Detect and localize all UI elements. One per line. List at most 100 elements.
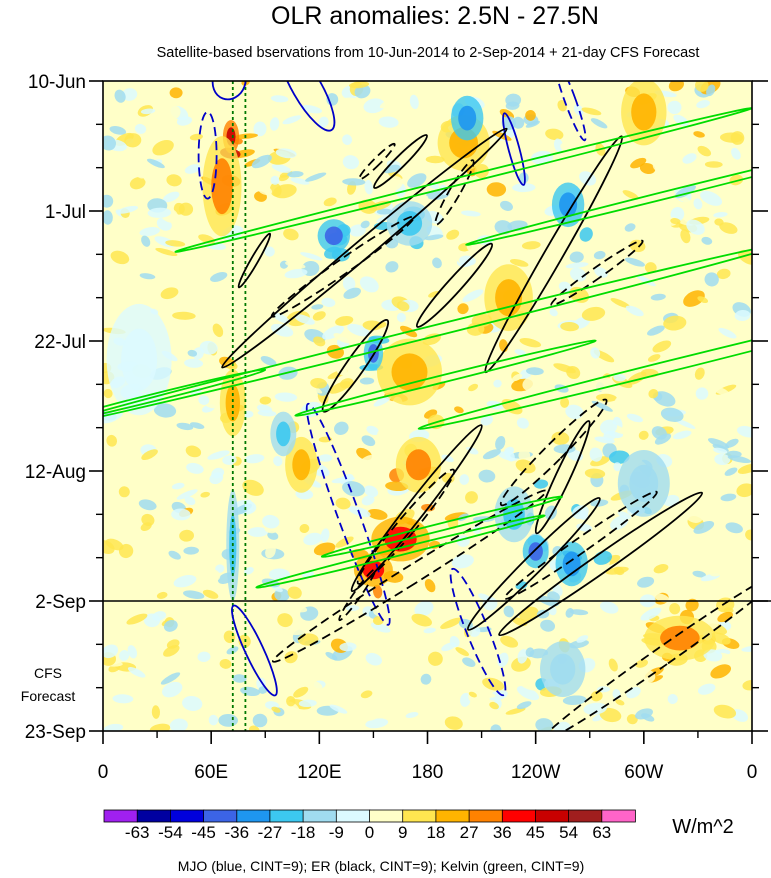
anomaly-cell — [211, 467, 225, 479]
anomaly-cell — [271, 163, 291, 173]
colorbar-swatch — [402, 809, 437, 823]
anomaly-cell — [117, 205, 139, 214]
anomaly-cell — [652, 340, 672, 353]
anomaly-cell — [522, 375, 543, 392]
anomaly-cell — [725, 438, 739, 448]
anomaly-cell — [274, 588, 290, 602]
anomaly-cell — [565, 404, 584, 420]
anomaly-cell — [639, 162, 656, 175]
anomaly-cell — [138, 499, 157, 511]
anomaly-cell — [247, 603, 269, 610]
anomaly-cell — [572, 505, 589, 520]
anomaly-cell — [521, 241, 541, 250]
colorbar: -63 -54 -45 -36 -27 -18 -9 0 9 18 27 36 45 54 63 — [103, 809, 636, 842]
anomaly-cell — [257, 425, 266, 434]
anomaly-cell — [707, 294, 722, 303]
anomaly-cell — [503, 605, 515, 618]
anomaly-cell — [186, 462, 204, 474]
anomaly-cell — [103, 411, 123, 424]
anomaly-cell — [134, 123, 147, 134]
anomaly-cell — [553, 363, 576, 374]
anomaly-cell — [600, 419, 618, 435]
anomaly-cell — [488, 653, 497, 661]
anomaly-cell — [710, 632, 731, 645]
x-tick-label: 0 — [747, 762, 758, 783]
anomaly-cell — [370, 622, 391, 633]
anomaly-cell — [500, 635, 519, 648]
anomaly-cell — [720, 493, 737, 502]
anomaly-cell — [737, 495, 748, 506]
anomaly-cell — [253, 121, 267, 137]
anomaly-cell — [257, 404, 273, 413]
anomaly-feature-core — [405, 449, 432, 481]
anomaly-cell — [121, 221, 144, 235]
anomaly-cell — [293, 686, 309, 698]
anomaly-cell — [114, 89, 126, 103]
anomaly-cell — [660, 407, 684, 422]
colorbar-unit: W/m^2 — [672, 816, 734, 838]
anomaly-cell — [647, 325, 665, 336]
anomaly-cell — [411, 613, 432, 627]
anomaly-cell — [652, 157, 671, 173]
anomaly-cell — [171, 266, 183, 277]
anomaly-cell — [290, 719, 299, 727]
anomaly-cell — [270, 323, 294, 337]
anomaly-cell — [616, 633, 627, 643]
anomaly-cell — [727, 455, 751, 464]
anomaly-cell — [200, 491, 211, 498]
colorbar-swatch — [535, 809, 570, 823]
anomaly-cell — [630, 157, 647, 169]
anomaly-cell — [176, 489, 198, 500]
anomaly-cell — [704, 161, 723, 168]
anomaly-cell — [226, 646, 239, 655]
anomaly-cell — [701, 479, 715, 489]
anomaly-cell — [497, 652, 509, 668]
anomaly-cell — [583, 702, 607, 715]
anomaly-cell — [396, 312, 406, 323]
anomaly-cell — [736, 425, 752, 438]
anomaly-cell — [725, 522, 743, 534]
anomaly-cell — [494, 220, 513, 235]
anomaly-cell — [718, 652, 740, 662]
anomaly-cell — [423, 627, 436, 634]
anomaly-cell — [511, 373, 523, 382]
anomaly-cell — [127, 645, 138, 659]
anomaly-cell — [593, 377, 615, 392]
anomaly-cell — [366, 425, 379, 436]
anomaly-cell — [219, 658, 232, 669]
anomaly-cell — [187, 349, 198, 357]
anomaly-cell — [280, 701, 300, 718]
anomaly-cell — [675, 418, 696, 429]
y-axis: 10-Jun 1-Jul 22-Jul 12-Aug 2-Sep 23-Sep — [25, 72, 768, 743]
er-contour — [467, 497, 601, 631]
er-contour — [373, 134, 428, 189]
er-contour — [503, 490, 658, 600]
anomaly-cell — [714, 453, 731, 466]
x-tick-label: 60E — [194, 762, 228, 783]
anomaly-cell — [425, 640, 436, 652]
anomaly-cell — [166, 639, 180, 649]
anomaly-cell — [425, 155, 445, 164]
anomaly-cell — [311, 304, 324, 310]
anomaly-cell — [162, 191, 180, 203]
anomaly-cell — [308, 680, 323, 689]
anomaly-cell — [613, 373, 626, 382]
anomaly-cell — [480, 414, 493, 426]
x-tick-label: 60W — [624, 762, 663, 783]
mjo-contour — [305, 402, 391, 626]
anomaly-cell — [167, 585, 178, 598]
anomaly-cell — [432, 257, 442, 269]
anomaly-cell — [112, 694, 134, 704]
anomaly-cell — [271, 706, 281, 713]
forecast-label-line2: Forecast — [21, 688, 76, 704]
anomaly-cell — [738, 110, 752, 125]
anomaly-cell — [624, 223, 636, 232]
anomaly-cell — [579, 227, 593, 242]
anomaly-cell — [162, 681, 183, 698]
anomaly-cell — [166, 174, 182, 187]
anomaly-cell — [526, 367, 544, 376]
anomaly-cell — [625, 305, 644, 317]
anomaly-cell — [343, 97, 362, 106]
anomaly-cell — [553, 622, 568, 635]
anomaly-feature-core — [292, 449, 311, 481]
